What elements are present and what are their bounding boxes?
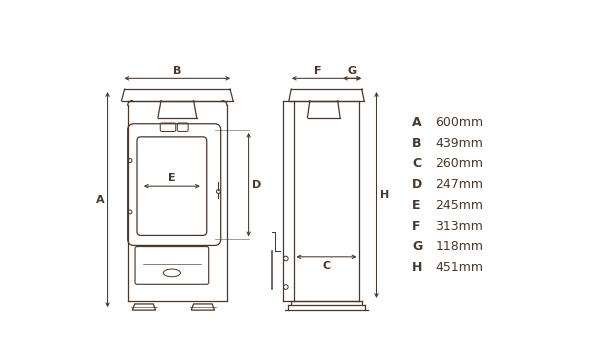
Text: 439mm: 439mm	[436, 136, 483, 150]
Text: E: E	[412, 199, 421, 212]
Text: H: H	[380, 190, 389, 200]
Text: H: H	[412, 261, 422, 274]
Text: 118mm: 118mm	[436, 241, 484, 253]
Text: D: D	[252, 179, 261, 190]
Text: F: F	[314, 66, 321, 76]
Text: 260mm: 260mm	[436, 157, 484, 170]
Text: G: G	[347, 66, 356, 76]
Text: F: F	[412, 219, 421, 233]
Text: B: B	[412, 136, 422, 150]
Text: 245mm: 245mm	[436, 199, 484, 212]
Text: A: A	[96, 195, 105, 205]
Text: E: E	[168, 173, 176, 183]
Text: 600mm: 600mm	[436, 116, 484, 129]
Text: 247mm: 247mm	[436, 178, 484, 191]
Text: 451mm: 451mm	[436, 261, 484, 274]
Text: C: C	[412, 157, 421, 170]
Text: 313mm: 313mm	[436, 219, 483, 233]
Text: B: B	[173, 66, 181, 76]
Text: D: D	[412, 178, 422, 191]
Text: G: G	[412, 241, 422, 253]
Text: C: C	[322, 261, 331, 271]
Text: A: A	[412, 116, 422, 129]
